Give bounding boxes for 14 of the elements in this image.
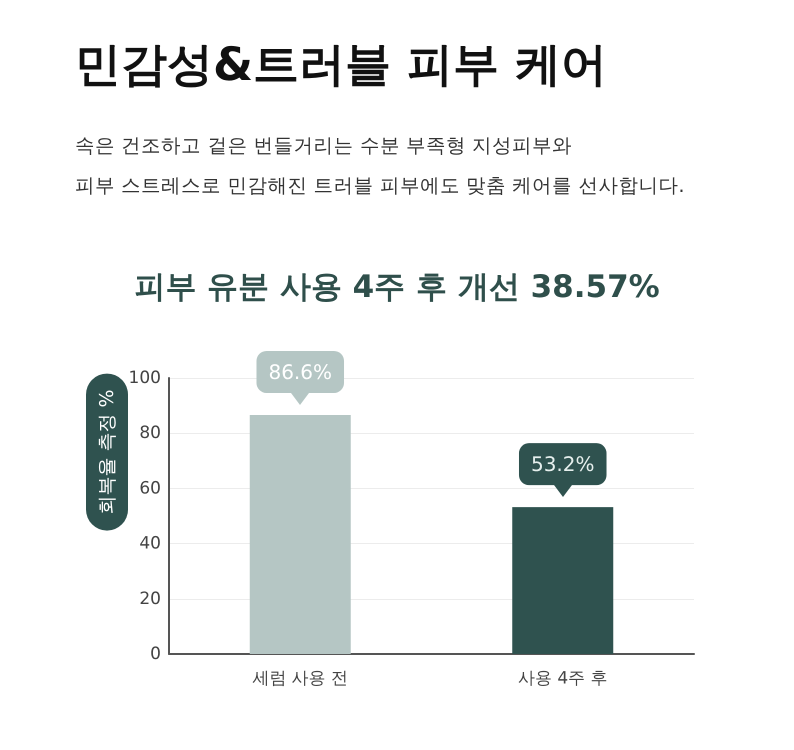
text: 피부 유분 사용 4주 후 개선 38.57%: [133, 268, 661, 307]
x-tick-label: 세럼 사용 전: [252, 668, 348, 688]
chart-subtitle: 속은 건조하고 겉은 번들거리는 수분 부족형 지성피부와 피부 스트레스로 민감해진 트러블 피부에도 맞춤 케어를 선사합니다.: [75, 133, 685, 199]
data-label: 86.6%: [268, 360, 332, 384]
y-tick-label: 60: [139, 478, 161, 498]
y-tick-label: 0: [150, 644, 161, 664]
y-tick-label: 40: [139, 534, 161, 554]
x-tick-label: 사용 4주 후: [518, 668, 608, 688]
y-axis-title: 회복율 측정 %: [86, 373, 128, 531]
y-tick-label: 100: [128, 368, 161, 388]
chart-title: 민감성&트러블 피부 케어: [75, 36, 608, 93]
y-tick-label: 20: [139, 588, 161, 609]
y-tick-label: 80: [139, 423, 161, 444]
data-label: 53.2%: [530, 452, 595, 476]
